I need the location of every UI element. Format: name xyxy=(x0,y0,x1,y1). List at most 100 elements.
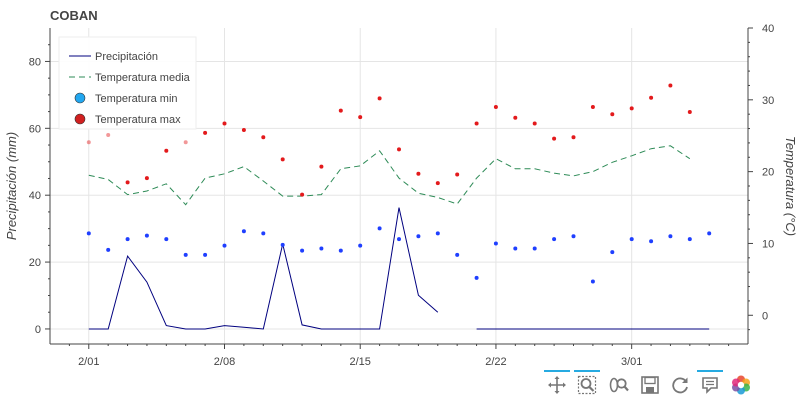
point-temperatura-min xyxy=(106,247,111,252)
legend: Precipitación Temperatura media Temperatur… xyxy=(58,36,197,130)
series-line-precipitacion xyxy=(88,207,710,330)
legend-label: Temperatura min xyxy=(95,93,178,105)
point-temperatura-max xyxy=(183,140,188,145)
point-temperatura-max xyxy=(241,128,246,132)
point-temperatura-min xyxy=(319,246,324,251)
point-temperatura-min xyxy=(687,237,692,242)
point-temperatura-max xyxy=(319,164,324,169)
x-tick-label: 2/15 xyxy=(350,356,371,368)
point-temperatura-max xyxy=(435,181,440,186)
point-temperatura-min xyxy=(164,237,169,242)
x-tick-label: 2/08 xyxy=(214,356,235,368)
pan-tool[interactable] xyxy=(544,370,570,400)
series-line-temperatura-media xyxy=(88,145,691,206)
point-temperatura-max xyxy=(222,121,227,126)
point-temperatura-min xyxy=(532,246,537,251)
point-temperatura-min xyxy=(222,243,227,248)
wheel-zoom-icon xyxy=(609,377,629,393)
box-zoom-tool[interactable] xyxy=(574,370,600,400)
box-zoom-icon xyxy=(577,375,597,395)
y-axis-label-right: Temperatura (°C) xyxy=(783,136,798,236)
x-tick-label: 2/01 xyxy=(78,356,99,368)
point-temperatura-min xyxy=(493,241,498,246)
point-temperatura-min xyxy=(668,234,673,239)
point-temperatura-max xyxy=(687,110,692,114)
y-axis-label-left: Precipitación (mm) xyxy=(4,132,19,240)
point-temperatura-max xyxy=(532,121,537,126)
point-temperatura-max xyxy=(668,83,673,88)
point-temperatura-max xyxy=(338,108,343,113)
x-tick-label: 2/22 xyxy=(485,356,506,368)
y-tick-label-right: 0 xyxy=(762,310,768,322)
point-temperatura-min xyxy=(125,237,130,242)
point-temperatura-min xyxy=(455,252,460,257)
point-temperatura-min xyxy=(358,243,363,248)
legend-label: Temperatura max xyxy=(95,114,181,126)
point-temperatura-max xyxy=(590,105,595,109)
point-temperatura-max xyxy=(493,105,498,109)
legend-box xyxy=(58,36,197,130)
point-temperatura-max xyxy=(300,192,305,197)
point-temperatura-max xyxy=(358,115,363,120)
point-temperatura-max xyxy=(203,130,208,135)
hover-tool[interactable] xyxy=(697,370,723,400)
point-temperatura-min xyxy=(86,231,91,236)
point-temperatura-min xyxy=(280,242,285,247)
box-zoom-tool-active-indicator xyxy=(574,370,600,372)
chart-title: COBAN xyxy=(50,8,98,23)
bokeh-logo-icon xyxy=(732,375,750,395)
point-temperatura-max xyxy=(629,106,634,111)
point-temperatura-max xyxy=(571,135,576,140)
y-tick-label-left: 20 xyxy=(29,257,41,269)
point-temperatura-min xyxy=(707,231,712,236)
point-temperatura-min xyxy=(513,246,518,251)
point-temperatura-min xyxy=(261,231,266,236)
axes: 0 20 40 60 80 0 10 20 30 40 2/01 2/08 2/15 2/22 3/01 xyxy=(29,23,775,368)
point-temperatura-min xyxy=(610,250,615,255)
point-temperatura-min xyxy=(649,239,654,244)
point-temperatura-min xyxy=(474,275,479,280)
bokeh-logo[interactable] xyxy=(728,370,754,400)
wheel-zoom-tool[interactable] xyxy=(606,370,632,400)
point-temperatura-min xyxy=(629,237,634,242)
point-temperatura-min xyxy=(241,229,246,234)
point-temperatura-min xyxy=(203,252,208,257)
point-temperatura-max xyxy=(164,148,169,153)
point-temperatura-min xyxy=(571,234,576,239)
point-temperatura-max xyxy=(106,133,111,137)
point-temperatura-max xyxy=(474,121,479,126)
y-tick-label-right: 40 xyxy=(762,23,774,35)
point-temperatura-min xyxy=(183,252,188,257)
y-tick-label-left: 40 xyxy=(29,190,41,202)
legend-glyph-temperatura-min xyxy=(74,92,86,104)
point-temperatura-min xyxy=(144,233,149,238)
point-temperatura-min xyxy=(590,279,595,284)
point-temperatura-min xyxy=(552,237,557,242)
pan-tool-active-indicator xyxy=(544,370,570,372)
point-temperatura-max xyxy=(649,95,654,100)
legend-label: Precipitación xyxy=(95,51,158,63)
y-tick-label-left: 0 xyxy=(35,324,41,336)
save-tool[interactable] xyxy=(637,370,663,400)
point-temperatura-max xyxy=(455,172,460,177)
x-tick-label: 3/01 xyxy=(621,356,642,368)
hover-icon xyxy=(702,377,718,394)
y-tick-label-right: 30 xyxy=(762,95,774,107)
point-temperatura-min xyxy=(416,234,421,239)
save-icon xyxy=(641,376,659,394)
plot-area[interactable] xyxy=(86,83,712,330)
point-temperatura-max xyxy=(86,140,91,145)
point-temperatura-max xyxy=(397,147,401,152)
y-tick-label-right: 10 xyxy=(762,238,774,250)
toolbar xyxy=(544,370,764,400)
point-temperatura-min xyxy=(300,248,305,253)
point-temperatura-max xyxy=(125,180,130,185)
reset-tool[interactable] xyxy=(667,370,693,400)
point-temperatura-max xyxy=(610,112,615,117)
y-tick-label-right: 20 xyxy=(762,167,774,179)
point-temperatura-min xyxy=(435,231,440,236)
legend-glyph-temperatura-max xyxy=(74,113,86,125)
reset-icon xyxy=(672,377,688,394)
point-temperatura-max xyxy=(377,96,382,101)
point-temperatura-min xyxy=(338,248,343,253)
